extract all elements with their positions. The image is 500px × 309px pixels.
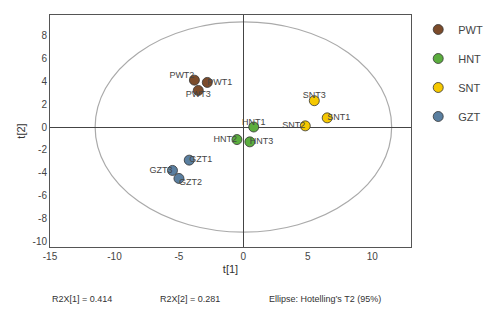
svg-text:-15: -15: [43, 251, 58, 262]
svg-text:HNT2: HNT2: [213, 134, 237, 144]
svg-text:Ellipse: Hotelling’s T2 (95%): Ellipse: Hotelling’s T2 (95%): [269, 294, 381, 304]
svg-text:5: 5: [305, 251, 311, 262]
svg-text:-6: -6: [38, 190, 47, 201]
svg-text:PWT: PWT: [458, 24, 483, 36]
svg-text:SNT1: SNT1: [327, 112, 350, 122]
svg-text:-8: -8: [38, 213, 47, 224]
svg-text:6: 6: [41, 53, 47, 64]
svg-text:10: 10: [367, 251, 379, 262]
svg-text:GZT: GZT: [458, 111, 480, 123]
svg-text:SNT: SNT: [458, 82, 480, 94]
svg-text:t[1]: t[1]: [223, 263, 238, 275]
svg-text:GZT1: GZT1: [189, 154, 212, 164]
svg-text:SNT2: SNT2: [282, 120, 305, 130]
svg-text:HNT1: HNT1: [242, 117, 266, 127]
svg-text:8: 8: [41, 30, 47, 41]
svg-text:HNT3: HNT3: [250, 136, 274, 146]
svg-text:t[2]: t[2]: [15, 123, 27, 138]
svg-text:2: 2: [41, 99, 47, 110]
svg-text:-10: -10: [107, 251, 122, 262]
svg-text:GZT2: GZT2: [179, 177, 202, 187]
svg-text:SNT3: SNT3: [303, 90, 326, 100]
svg-text:HNT: HNT: [458, 53, 481, 65]
svg-text:-2: -2: [38, 144, 47, 155]
svg-text:-4: -4: [38, 167, 47, 178]
svg-text:-10: -10: [33, 236, 48, 247]
svg-text:-5: -5: [174, 251, 183, 262]
svg-text:GZT3: GZT3: [149, 165, 172, 175]
svg-text:PWT2: PWT2: [169, 70, 194, 80]
svg-text:PWT3: PWT3: [186, 89, 211, 99]
svg-text:0: 0: [241, 251, 247, 262]
svg-text:R2X[1] = 0.414: R2X[1] = 0.414: [52, 294, 112, 304]
svg-text:R2X[2] = 0.281: R2X[2] = 0.281: [160, 294, 220, 304]
svg-text:PWT1: PWT1: [207, 77, 232, 87]
svg-text:4: 4: [41, 76, 47, 87]
svg-text:0: 0: [41, 122, 47, 133]
